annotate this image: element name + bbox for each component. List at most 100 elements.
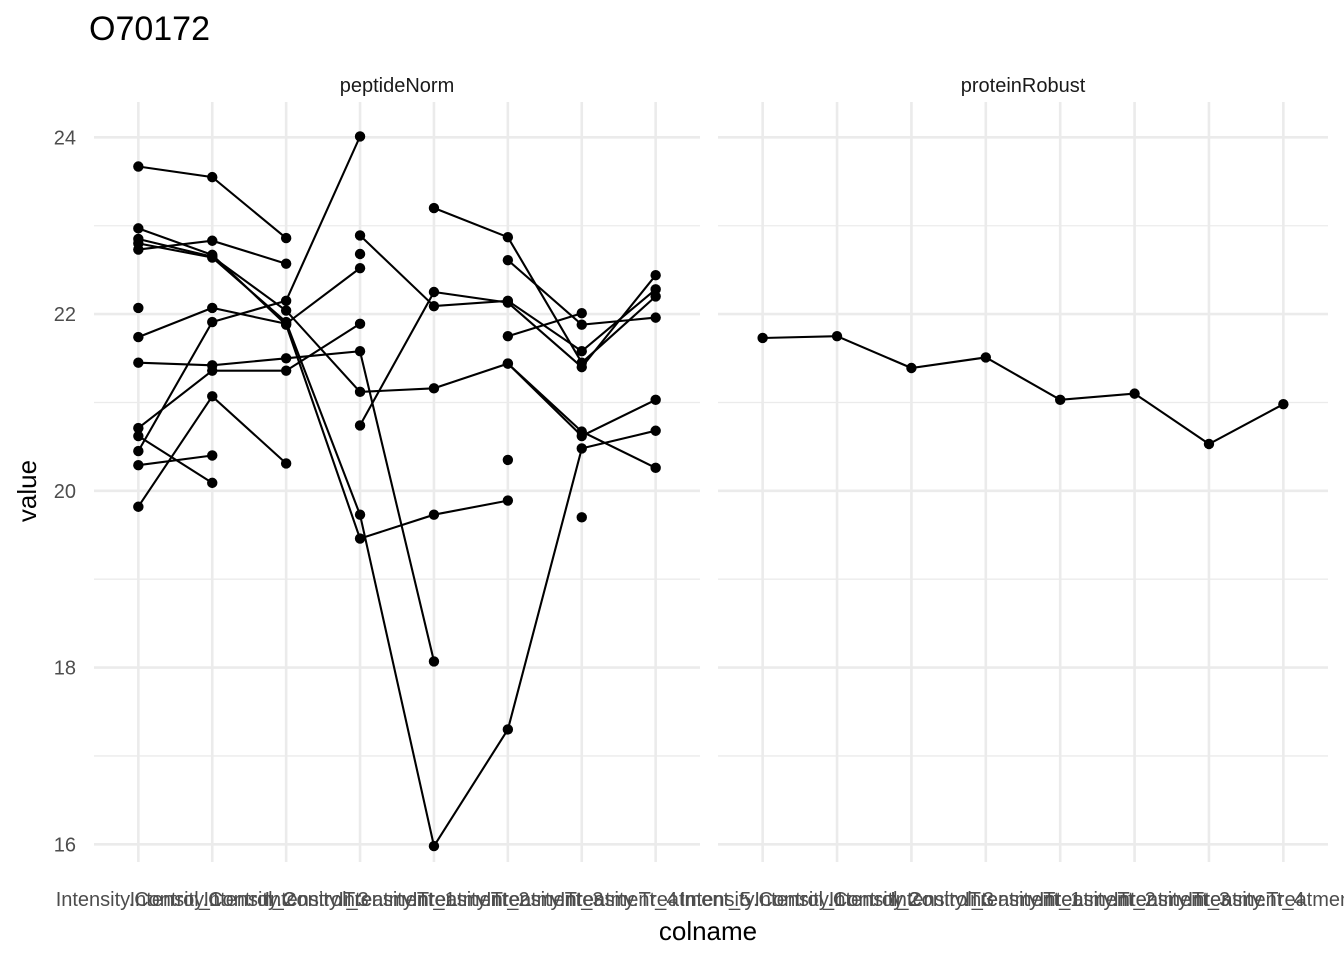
series-peptideNorm-0 [133,161,292,244]
x-tick-label: Intensity.Treatment_1 [890,889,1081,911]
data-point [207,450,218,461]
data-point [354,248,366,260]
series-proteinRobust-0 [757,330,1289,450]
x-tick-label: Intensity.Treatment_2 [338,889,529,911]
series-peptideNorm-6 [133,262,366,343]
data-point [354,230,366,241]
y-axis-title: value [12,460,42,522]
x-tick-label: Intensity.Treatment_4 [1113,889,1304,911]
data-point [280,353,292,364]
data-point [133,161,144,172]
data-point [354,386,366,398]
series-peptideNorm-11 [133,248,587,471]
data-point [650,312,661,323]
data-point [207,235,218,246]
data-point [502,232,514,243]
data-point [280,258,292,269]
x-tick-label: Intensity.Control_1 [56,889,221,911]
x-tick-label: Intensity.Treatment_3 [412,889,603,911]
data-point [133,302,144,314]
y-tick-label: 22 [54,304,76,326]
data-point [280,232,292,244]
x-tick-label: Intensity.Control_1 [680,889,845,911]
series-peptideNorm-12 [133,391,587,523]
data-point [502,358,514,369]
data-point [354,533,366,544]
data-point [1203,438,1215,450]
data-point [207,302,218,314]
data-point [502,254,514,266]
data-point [207,316,218,328]
series-peptideNorm-4 [133,202,661,368]
series-line [138,324,508,460]
data-point [1054,394,1066,406]
series-line [137,227,509,540]
series-peptideNorm-9 [133,270,661,489]
x-tick-label: Intensity.Control_2 [754,889,919,911]
data-point [133,357,144,368]
series-peptideNorm-10 [133,131,661,457]
data-point [428,656,440,667]
series-line [762,335,1284,446]
series-line [137,267,361,339]
data-point [207,391,218,402]
data-point [133,501,144,512]
data-point [428,840,440,852]
series-peptideNorm-8 [133,318,514,466]
data-point [650,425,661,436]
data-point [207,171,218,183]
data-point [428,300,440,312]
data-point [576,346,587,357]
data-point [1129,388,1140,399]
data-point [354,509,366,520]
x-tick-label: Intensity.Treatment_4 [486,889,677,911]
data-point [207,477,218,489]
data-point [650,284,661,295]
data-point [757,332,768,344]
facet-label: peptideNorm [340,75,455,97]
x-axis-title: colname [659,916,757,946]
series-line [138,237,657,438]
chart-title: O70172 [89,10,210,48]
data-point [502,454,514,466]
data-point [133,223,144,234]
data-point [576,308,587,319]
series-line [138,207,657,365]
data-point [576,319,587,330]
data-point [207,252,218,263]
series-line [138,242,656,849]
data-point [502,297,514,308]
data-point [650,394,661,406]
x-tick-label: Intensity.Control_3 [829,889,994,911]
data-point [502,724,514,735]
series-peptideNorm-13 [502,358,661,474]
data-point [428,286,440,298]
x-tick-label: Intensity.Treatment_5 [560,889,751,911]
data-point [576,512,587,523]
data-point [502,330,514,342]
x-tick-label: Intensity.Control_2 [130,889,295,911]
data-point [354,318,366,330]
data-point [354,131,366,142]
data-point [650,270,661,281]
x-tick-label: Intensity.Treatment_1 [264,889,455,911]
series-line [138,312,583,467]
data-point [980,352,992,363]
facet-label: proteinRobust [961,75,1086,97]
data-point [354,262,366,274]
data-point [576,426,587,437]
x-tick-label: Intensity.Treatment_3 [1039,889,1230,911]
x-tick-label: Intensity.Treatment_2 [965,889,1156,911]
data-point [280,365,292,376]
data-point [650,462,661,474]
data-point [428,383,440,394]
data-point [207,365,218,376]
data-point [133,460,144,471]
tick-labels: Intensity.Control_1Intensity.Control_2In… [54,127,1344,911]
data-point [280,305,292,316]
data-point [502,495,514,506]
facet-strips: peptideNorm proteinRobust [340,75,1086,97]
y-tick-label: 24 [54,127,76,149]
data-point [133,331,144,343]
